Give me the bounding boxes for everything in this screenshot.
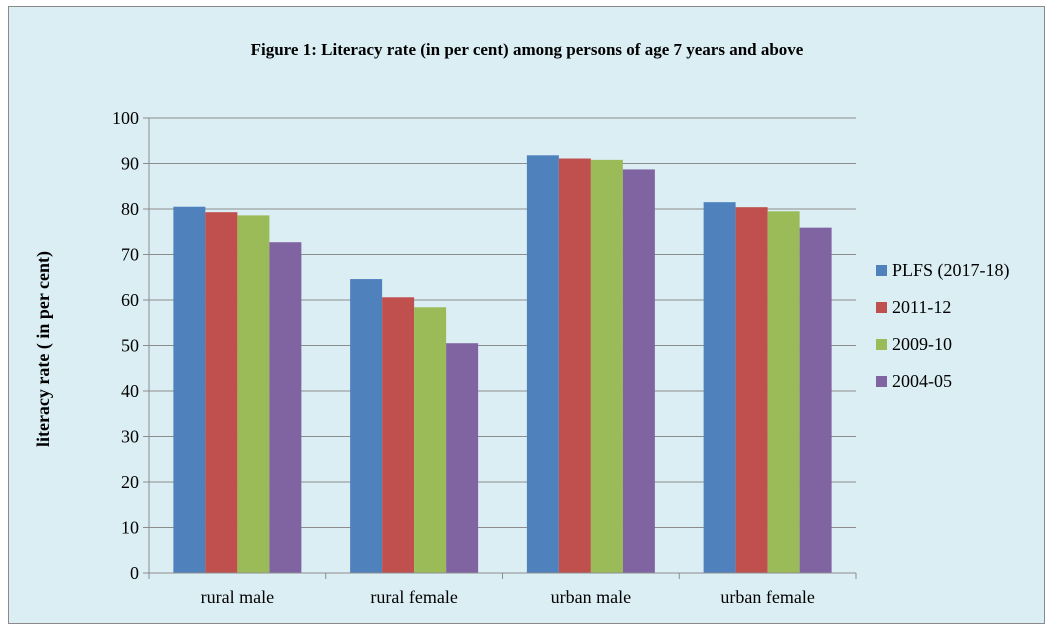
legend-label: PLFS (2017-18) (892, 260, 1010, 281)
y-tick-label: 50 (121, 336, 139, 356)
y-tick-label: 40 (121, 381, 139, 401)
y-tick-label: 30 (121, 427, 139, 447)
legend-swatch (876, 339, 887, 350)
bar (526, 155, 559, 573)
y-tick-label: 100 (112, 108, 139, 128)
x-category-label: urban female (720, 587, 814, 607)
bar (590, 159, 623, 574)
bar (382, 297, 415, 573)
x-category-label: urban male (551, 587, 631, 607)
bar (414, 307, 447, 573)
legend-label: 2009-10 (892, 334, 952, 354)
chart-area: Figure 1: Literacy rate (in per cent) am… (8, 6, 1045, 624)
legend: PLFS (2017-18) 2011-12 2009-10 2004-05 (876, 260, 1010, 391)
chart-title: Figure 1: Literacy rate (in per cent) am… (251, 40, 804, 59)
x-category-label: rural female (370, 587, 457, 607)
bar (269, 242, 302, 573)
bar (558, 158, 591, 573)
axes: 0 10 20 30 40 50 60 70 80 90 100 rural male rural fe… (112, 108, 857, 607)
y-tick-label: 20 (121, 472, 139, 492)
legend-swatch (876, 302, 887, 313)
legend-label: 2011-12 (892, 297, 951, 317)
bar (350, 279, 383, 573)
bar (237, 215, 270, 573)
bar (735, 207, 768, 573)
bar-chart: Figure 1: Literacy rate (in per cent) am… (33, 40, 1010, 607)
y-tick-label: 70 (121, 245, 139, 265)
y-tick-label: 80 (121, 199, 139, 219)
y-axis-label: literacy rate ( in per cent) (33, 251, 54, 447)
bar (622, 169, 655, 574)
bar (205, 212, 238, 573)
legend-swatch (876, 265, 887, 276)
bar (173, 206, 206, 573)
bars (173, 155, 832, 574)
bar (446, 343, 479, 573)
bar (767, 211, 800, 573)
legend-label: 2004-05 (892, 371, 952, 391)
legend-swatch (876, 376, 887, 387)
y-tick-label: 90 (121, 154, 139, 174)
bar (703, 202, 736, 574)
y-tick-label: 10 (121, 518, 139, 538)
y-tick-label: 60 (121, 290, 139, 310)
bar (799, 227, 832, 573)
x-category-label: rural male (201, 587, 274, 607)
y-tick-label: 0 (130, 563, 139, 583)
